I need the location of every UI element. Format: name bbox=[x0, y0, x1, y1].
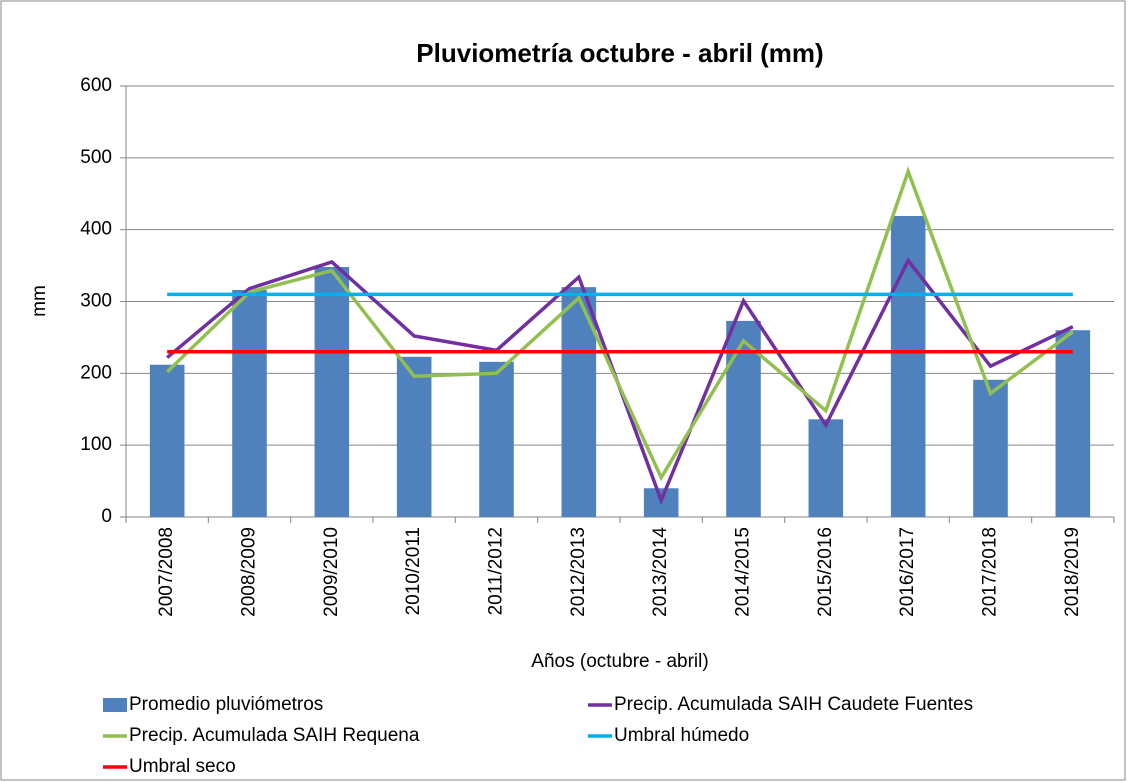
x-tick-label: 2014/2015 bbox=[733, 527, 754, 617]
y-tick-label: 600 bbox=[80, 75, 112, 96]
legend-label: Umbral seco bbox=[129, 756, 236, 777]
line bbox=[165, 166, 1074, 482]
y-tick-label: 200 bbox=[80, 362, 112, 383]
y-tick-label: 400 bbox=[80, 219, 112, 240]
x-tick-label: 2018/2019 bbox=[1062, 527, 1083, 617]
bar bbox=[808, 419, 844, 517]
legend-label: Umbral húmedo bbox=[614, 725, 749, 746]
x-tick-label: 2010/2011 bbox=[403, 527, 424, 615]
legend-label: Precip. Acumulada SAIH Caudete Fuentes bbox=[614, 694, 973, 715]
legend-label: Precip. Acumulada SAIH Requena bbox=[129, 725, 420, 746]
bar bbox=[890, 216, 926, 518]
x-tick-label: 2012/2013 bbox=[568, 527, 589, 617]
y-axis-label: mm bbox=[29, 285, 50, 317]
bar bbox=[149, 364, 185, 517]
x-tick-label: 2015/2016 bbox=[815, 527, 836, 617]
bar bbox=[1055, 330, 1091, 517]
x-tick-label: 2017/2018 bbox=[980, 527, 1001, 617]
y-tick-label: 300 bbox=[80, 291, 112, 312]
legend-label: Promedio pluviómetros bbox=[129, 694, 323, 715]
y-tick-label: 0 bbox=[101, 506, 112, 527]
bar bbox=[726, 320, 761, 517]
x-tick-label: 2008/2009 bbox=[239, 527, 260, 617]
y-tick-label: 500 bbox=[80, 147, 112, 168]
bar bbox=[314, 267, 350, 517]
legend-swatch bbox=[103, 698, 127, 712]
x-axis-label: Años (octubre - abril) bbox=[531, 651, 708, 672]
x-tick-label: 2009/2010 bbox=[321, 527, 342, 617]
bar bbox=[973, 379, 1008, 517]
x-tick-label: 2011/2012 bbox=[486, 527, 507, 615]
bar bbox=[232, 290, 267, 517]
y-tick-label: 100 bbox=[80, 434, 112, 455]
x-tick-label: 2013/2014 bbox=[650, 527, 671, 617]
chart-title: Pluviometría octubre - abril (mm) bbox=[416, 38, 823, 68]
x-tick-label: 2016/2017 bbox=[897, 527, 918, 617]
bar bbox=[396, 356, 432, 517]
x-tick-label: 2007/2008 bbox=[156, 527, 177, 617]
bar bbox=[479, 361, 514, 517]
